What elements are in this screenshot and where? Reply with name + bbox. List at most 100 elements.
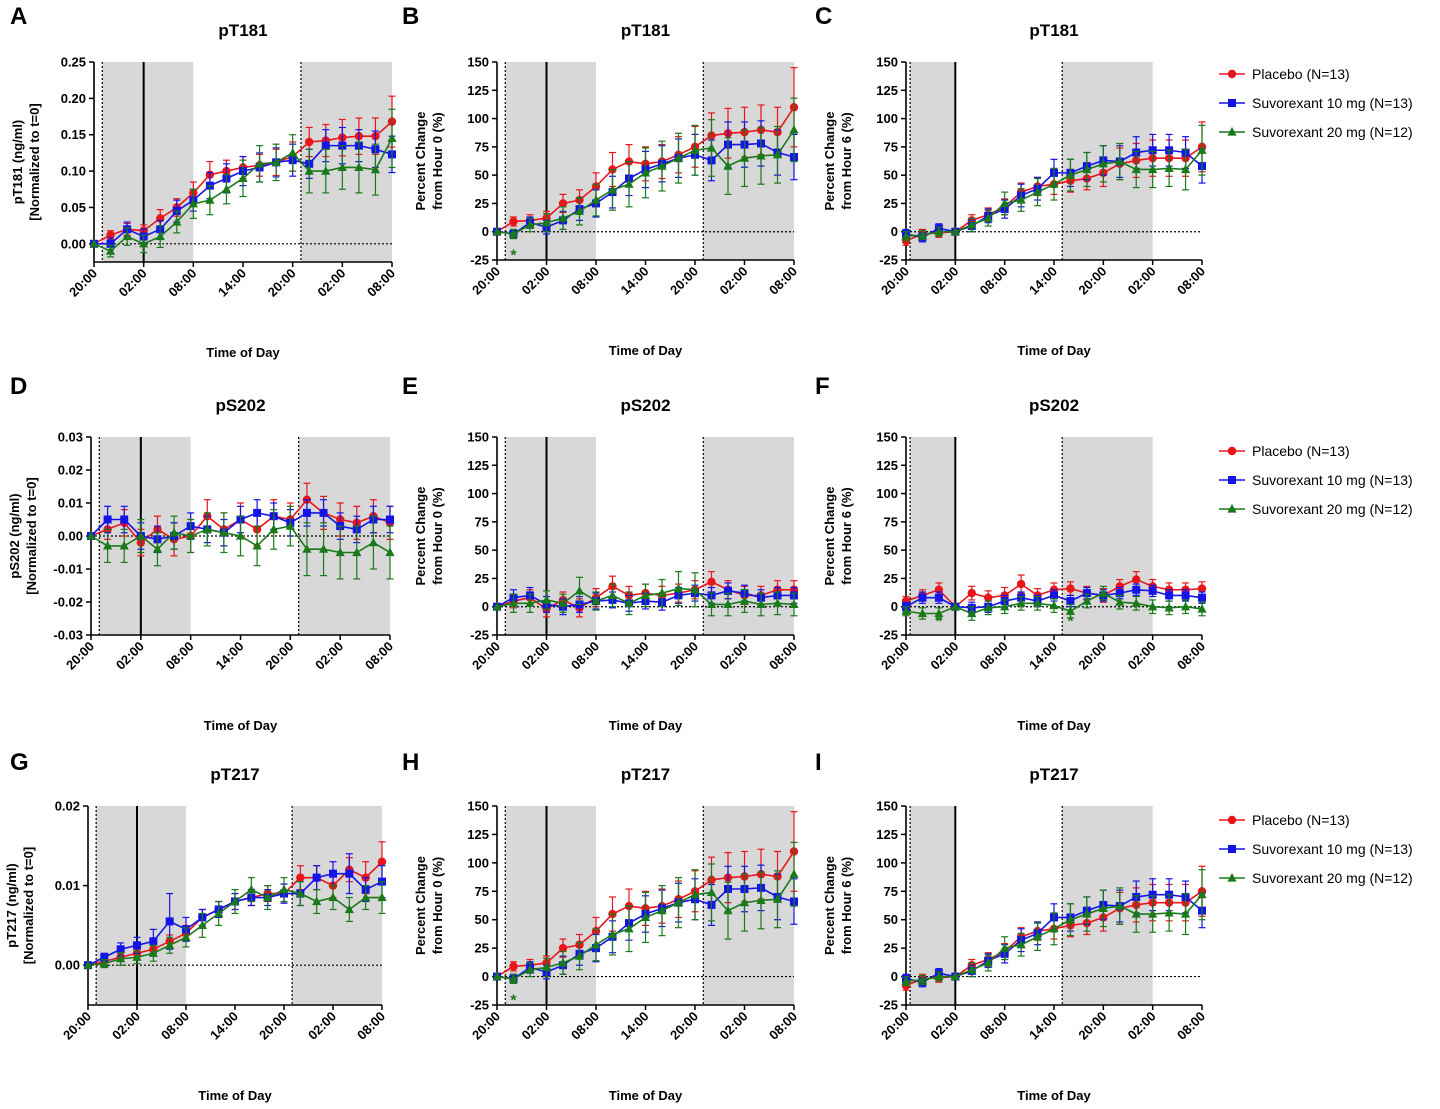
data-point bbox=[756, 150, 766, 160]
y-axis-label-line: [Normalized to t=0] bbox=[24, 477, 39, 594]
y-tick-label: 50 bbox=[884, 543, 898, 558]
data-point bbox=[984, 593, 993, 602]
data-point bbox=[1131, 909, 1141, 918]
x-tick-label: 20:00 bbox=[667, 639, 701, 673]
data-point bbox=[934, 593, 943, 602]
series-suvo20 bbox=[492, 97, 799, 240]
data-point bbox=[1000, 198, 1010, 208]
panel-title: pS202 bbox=[1029, 396, 1079, 415]
panel-i: -25 0 25 50 75 100 125 150 20:00 02:00 08:00 14:00 2… bbox=[815, 749, 1208, 1103]
y-axis-label-line: from Hour 6 (%) bbox=[839, 487, 854, 585]
x-tick-label: 20:00 bbox=[667, 1009, 701, 1043]
y-tick-label: 0.00 bbox=[58, 529, 83, 544]
legend-label: Placebo (N=13) bbox=[1252, 812, 1350, 828]
y-axis-label-line: Percent Change bbox=[413, 112, 428, 211]
data-point bbox=[148, 948, 158, 957]
data-point bbox=[321, 166, 331, 175]
data-point bbox=[89, 238, 99, 248]
y-tick-label: 0 bbox=[482, 599, 489, 614]
panel-letter: C bbox=[815, 3, 832, 30]
x-tick-label: 14:00 bbox=[618, 1009, 652, 1043]
data-point bbox=[950, 226, 960, 236]
data-point bbox=[312, 896, 322, 906]
data-point bbox=[789, 869, 799, 878]
data-point bbox=[1049, 179, 1059, 188]
data-point bbox=[934, 226, 944, 236]
data-point bbox=[1000, 601, 1010, 611]
data-point bbox=[295, 888, 305, 898]
data-point bbox=[288, 147, 298, 157]
y-tick-label: 100 bbox=[876, 855, 898, 870]
data-point bbox=[673, 897, 684, 907]
y-tick-label: 125 bbox=[467, 83, 489, 98]
x-tick-label: 20:00 bbox=[469, 1009, 503, 1043]
data-point bbox=[1050, 591, 1058, 600]
data-point bbox=[1180, 164, 1191, 174]
data-point bbox=[99, 958, 109, 968]
data-point bbox=[1082, 909, 1092, 918]
data-point bbox=[202, 524, 212, 533]
y-tick-label: 25 bbox=[475, 571, 489, 586]
legend-label: Suvorexant 10 mg (N=13) bbox=[1252, 95, 1413, 111]
data-point bbox=[214, 908, 224, 918]
panel-title: pT217 bbox=[210, 765, 259, 784]
data-point bbox=[1066, 584, 1075, 593]
x-tick-label: 20:00 bbox=[66, 266, 100, 300]
y-tick-label: 0 bbox=[482, 969, 489, 984]
x-tick-label: 08:00 bbox=[568, 264, 602, 298]
y-tick-label: -25 bbox=[470, 628, 489, 643]
data-point bbox=[917, 608, 928, 618]
data-point bbox=[983, 957, 993, 967]
data-point bbox=[739, 596, 750, 605]
data-point bbox=[254, 158, 265, 168]
y-tick-label: 50 bbox=[475, 168, 489, 183]
data-point bbox=[640, 912, 651, 922]
data-point bbox=[119, 540, 129, 550]
data-point bbox=[706, 142, 717, 152]
x-axis-label: Time of Day bbox=[609, 718, 683, 733]
y-tick-label: 150 bbox=[876, 799, 898, 814]
x-tick-label: 20:00 bbox=[1075, 264, 1109, 298]
data-point bbox=[252, 540, 262, 550]
data-point bbox=[901, 606, 911, 615]
y-axis-label: Percent Change from Hour 6 (%) bbox=[822, 112, 854, 211]
data-point bbox=[950, 601, 960, 611]
data-point bbox=[377, 892, 387, 902]
y-tick-label: -25 bbox=[879, 628, 898, 643]
data-point bbox=[1098, 158, 1108, 168]
data-point bbox=[657, 588, 667, 597]
panel-b: -25 0 25 50 75 100 125 150 20:00 02:00 08:00 14:00 2… bbox=[402, 3, 800, 358]
legend-marker bbox=[1227, 504, 1237, 513]
data-point bbox=[302, 508, 311, 517]
x-tick-label: 02:00 bbox=[1125, 639, 1159, 673]
y-tick-label: 0.10 bbox=[61, 164, 86, 179]
y-tick-label: 125 bbox=[467, 458, 489, 473]
data-point bbox=[386, 515, 394, 524]
data-point bbox=[724, 586, 732, 595]
data-point bbox=[558, 957, 568, 967]
y-axis-label: Percent Change from Hour 6 (%) bbox=[822, 487, 854, 586]
x-tick-label: 14:00 bbox=[1026, 639, 1060, 673]
y-axis-label-line: from Hour 0 (%) bbox=[430, 487, 445, 585]
data-point bbox=[1148, 164, 1158, 174]
data-point bbox=[967, 219, 977, 229]
data-point bbox=[509, 962, 518, 971]
x-tick-label: 08:00 bbox=[766, 264, 800, 298]
data-point bbox=[1098, 903, 1108, 912]
night-shade-region bbox=[505, 62, 596, 260]
data-point bbox=[558, 199, 568, 208]
data-point bbox=[263, 892, 273, 902]
panel-title: pT181 bbox=[218, 21, 267, 40]
data-point bbox=[186, 531, 196, 540]
data-point bbox=[541, 594, 552, 604]
data-point bbox=[1198, 593, 1206, 602]
data-point bbox=[1000, 943, 1010, 952]
x-tick-label: 08:00 bbox=[1174, 1009, 1208, 1043]
x-axis-label: Time of Day bbox=[1017, 718, 1091, 733]
data-point bbox=[103, 540, 113, 550]
data-point bbox=[321, 141, 330, 150]
legend-label: Suvorexant 10 mg (N=13) bbox=[1252, 841, 1413, 857]
data-point bbox=[329, 869, 337, 878]
data-point bbox=[1115, 589, 1124, 598]
data-point bbox=[525, 598, 535, 607]
